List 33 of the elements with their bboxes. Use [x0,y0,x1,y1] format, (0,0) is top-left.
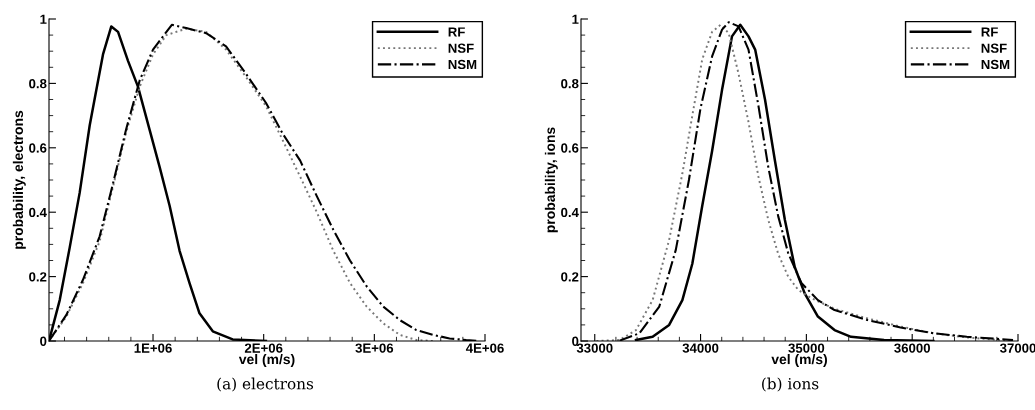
x-tick-label: 3E+06 [355,343,394,353]
legend-label: RF [448,27,465,37]
x-tick-label: 35000 [788,343,825,353]
x-axis-title: vel (m/s) [238,353,295,367]
legend-label: NSF [448,43,474,53]
y-tick-label: 0.8 [561,78,579,89]
y-tick-label: 0.8 [29,78,47,89]
legend-label: NSM [448,59,477,70]
x-axis-title: vel (m/s) [771,353,827,367]
y-tick-label: 1 [40,14,47,24]
y-axis-title: probability, electrons [12,110,26,249]
text: (a) electrons [217,377,314,392]
y-tick-label: 0.6 [561,143,579,153]
y-tick-label: 0 [572,336,579,346]
x-tick-label: 33000 [576,343,613,353]
x-tick-label: 1E+06 [134,343,172,353]
y-tick-label: 0 [40,336,47,346]
legend-label: NSM [981,59,1010,70]
x-tick-label: 4E+06 [465,343,504,353]
y-tick-label: 0.4 [561,207,579,218]
text: (b) ions [762,377,819,392]
y-tick-label: 0.2 [29,272,47,282]
y-axis-title: probability, ions [544,127,558,233]
legend-label: NSF [981,43,1007,53]
x-tick-label: 36000 [894,343,930,353]
y-tick-label: 1 [572,14,579,24]
x-tick-label: 34000 [682,343,719,353]
x-tick-label: 2E+06 [244,343,283,353]
y-tick-label: 0.6 [29,143,47,153]
x-tick-label: 37000 [999,343,1035,353]
legend-label: RF [981,27,998,37]
y-tick-label: 0.2 [561,272,579,282]
y-tick-label: 0.4 [29,207,47,218]
